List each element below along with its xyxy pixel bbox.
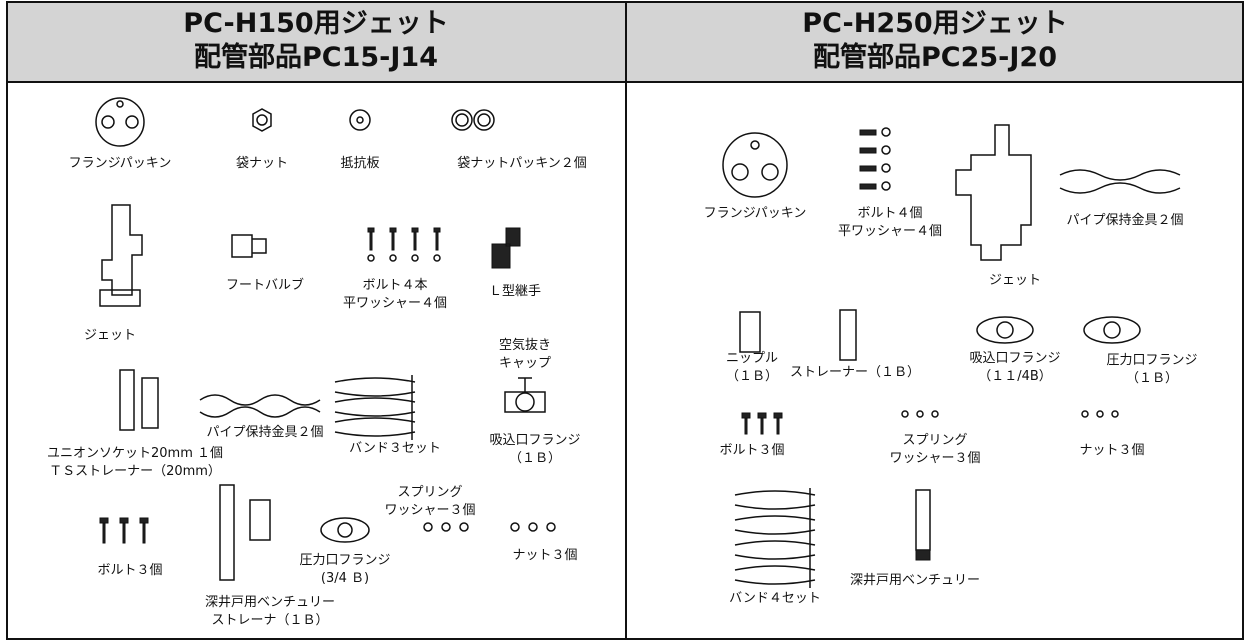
- part-label: 空気抜き: [498, 338, 552, 353]
- part-label: （１Ｂ）: [725, 369, 779, 384]
- part-label: ボルト３個: [719, 443, 785, 458]
- part-label: スプリング: [397, 485, 463, 500]
- part-label: ユニオンソケット20mm １個: [46, 446, 224, 461]
- part-label: 深井戸用ベンチュリー: [849, 573, 981, 588]
- part-label: ボルト４個: [857, 206, 923, 221]
- part-label: 袋ナットパッキン２個: [457, 156, 587, 171]
- part-label: ナット３個: [512, 548, 578, 563]
- part-label: パイプ保持金具２個: [1066, 213, 1184, 228]
- part-label: フートバルブ: [225, 278, 305, 293]
- part-label: ボルト３個: [97, 563, 163, 578]
- part-label: フランジパッキン: [703, 206, 807, 221]
- part-label: （１Ｂ）: [1125, 371, 1179, 386]
- part-label: キャップ: [498, 356, 552, 371]
- part-label: ジェット: [988, 273, 1042, 288]
- part-label: 袋ナット: [235, 156, 289, 171]
- part-label: スプリング: [902, 433, 968, 448]
- illustrations: [95, 97, 1181, 588]
- part-label: Ｌ型継手: [488, 284, 542, 299]
- part-label: バンド４セット: [729, 591, 821, 606]
- part-label: 吸込口フランジ: [969, 351, 1061, 366]
- part-label: ジェット: [83, 328, 137, 343]
- part-label: 平ワッシャー４個: [837, 224, 943, 239]
- part-label: ワッシャー３個: [384, 503, 476, 518]
- column-header: 配管部品PC15-J14: [193, 42, 439, 73]
- part-label: (3/4 Ｂ): [320, 571, 370, 586]
- column-header: 配管部品PC25-J20: [812, 42, 1058, 73]
- part-label: ストレーナ（１Ｂ）: [211, 613, 329, 628]
- part-label: ニップル: [725, 351, 779, 366]
- part-label: パイプ保持金具２個: [206, 425, 324, 440]
- part-label: 抵抗板: [340, 156, 380, 171]
- part-label: （１Ｂ）: [508, 451, 562, 466]
- part-label: ボルト４本: [362, 278, 428, 293]
- part-label: ストレーナー（１Ｂ）: [789, 365, 921, 380]
- part-label: 深井戸用ベンチュリー: [204, 595, 336, 610]
- part-label: フランジパッキン: [68, 156, 172, 171]
- part-label: 平ワッシャー４個: [342, 296, 448, 311]
- part-label: 吸込口フランジ: [489, 433, 581, 448]
- part-label: 圧力口フランジ: [299, 553, 391, 568]
- part-label: ナット３個: [1079, 443, 1145, 458]
- part-label: バンド３セット: [349, 441, 441, 456]
- part-label: ワッシャー３個: [889, 451, 981, 466]
- part-label: ＴＳストレーナー（20mm）: [49, 464, 221, 479]
- part-label: 圧力口フランジ: [1106, 353, 1198, 368]
- part-label: （１１/4B）: [978, 369, 1052, 384]
- column-header: PC-H250用ジェット: [802, 8, 1068, 39]
- column-header: PC-H150用ジェット: [183, 8, 449, 39]
